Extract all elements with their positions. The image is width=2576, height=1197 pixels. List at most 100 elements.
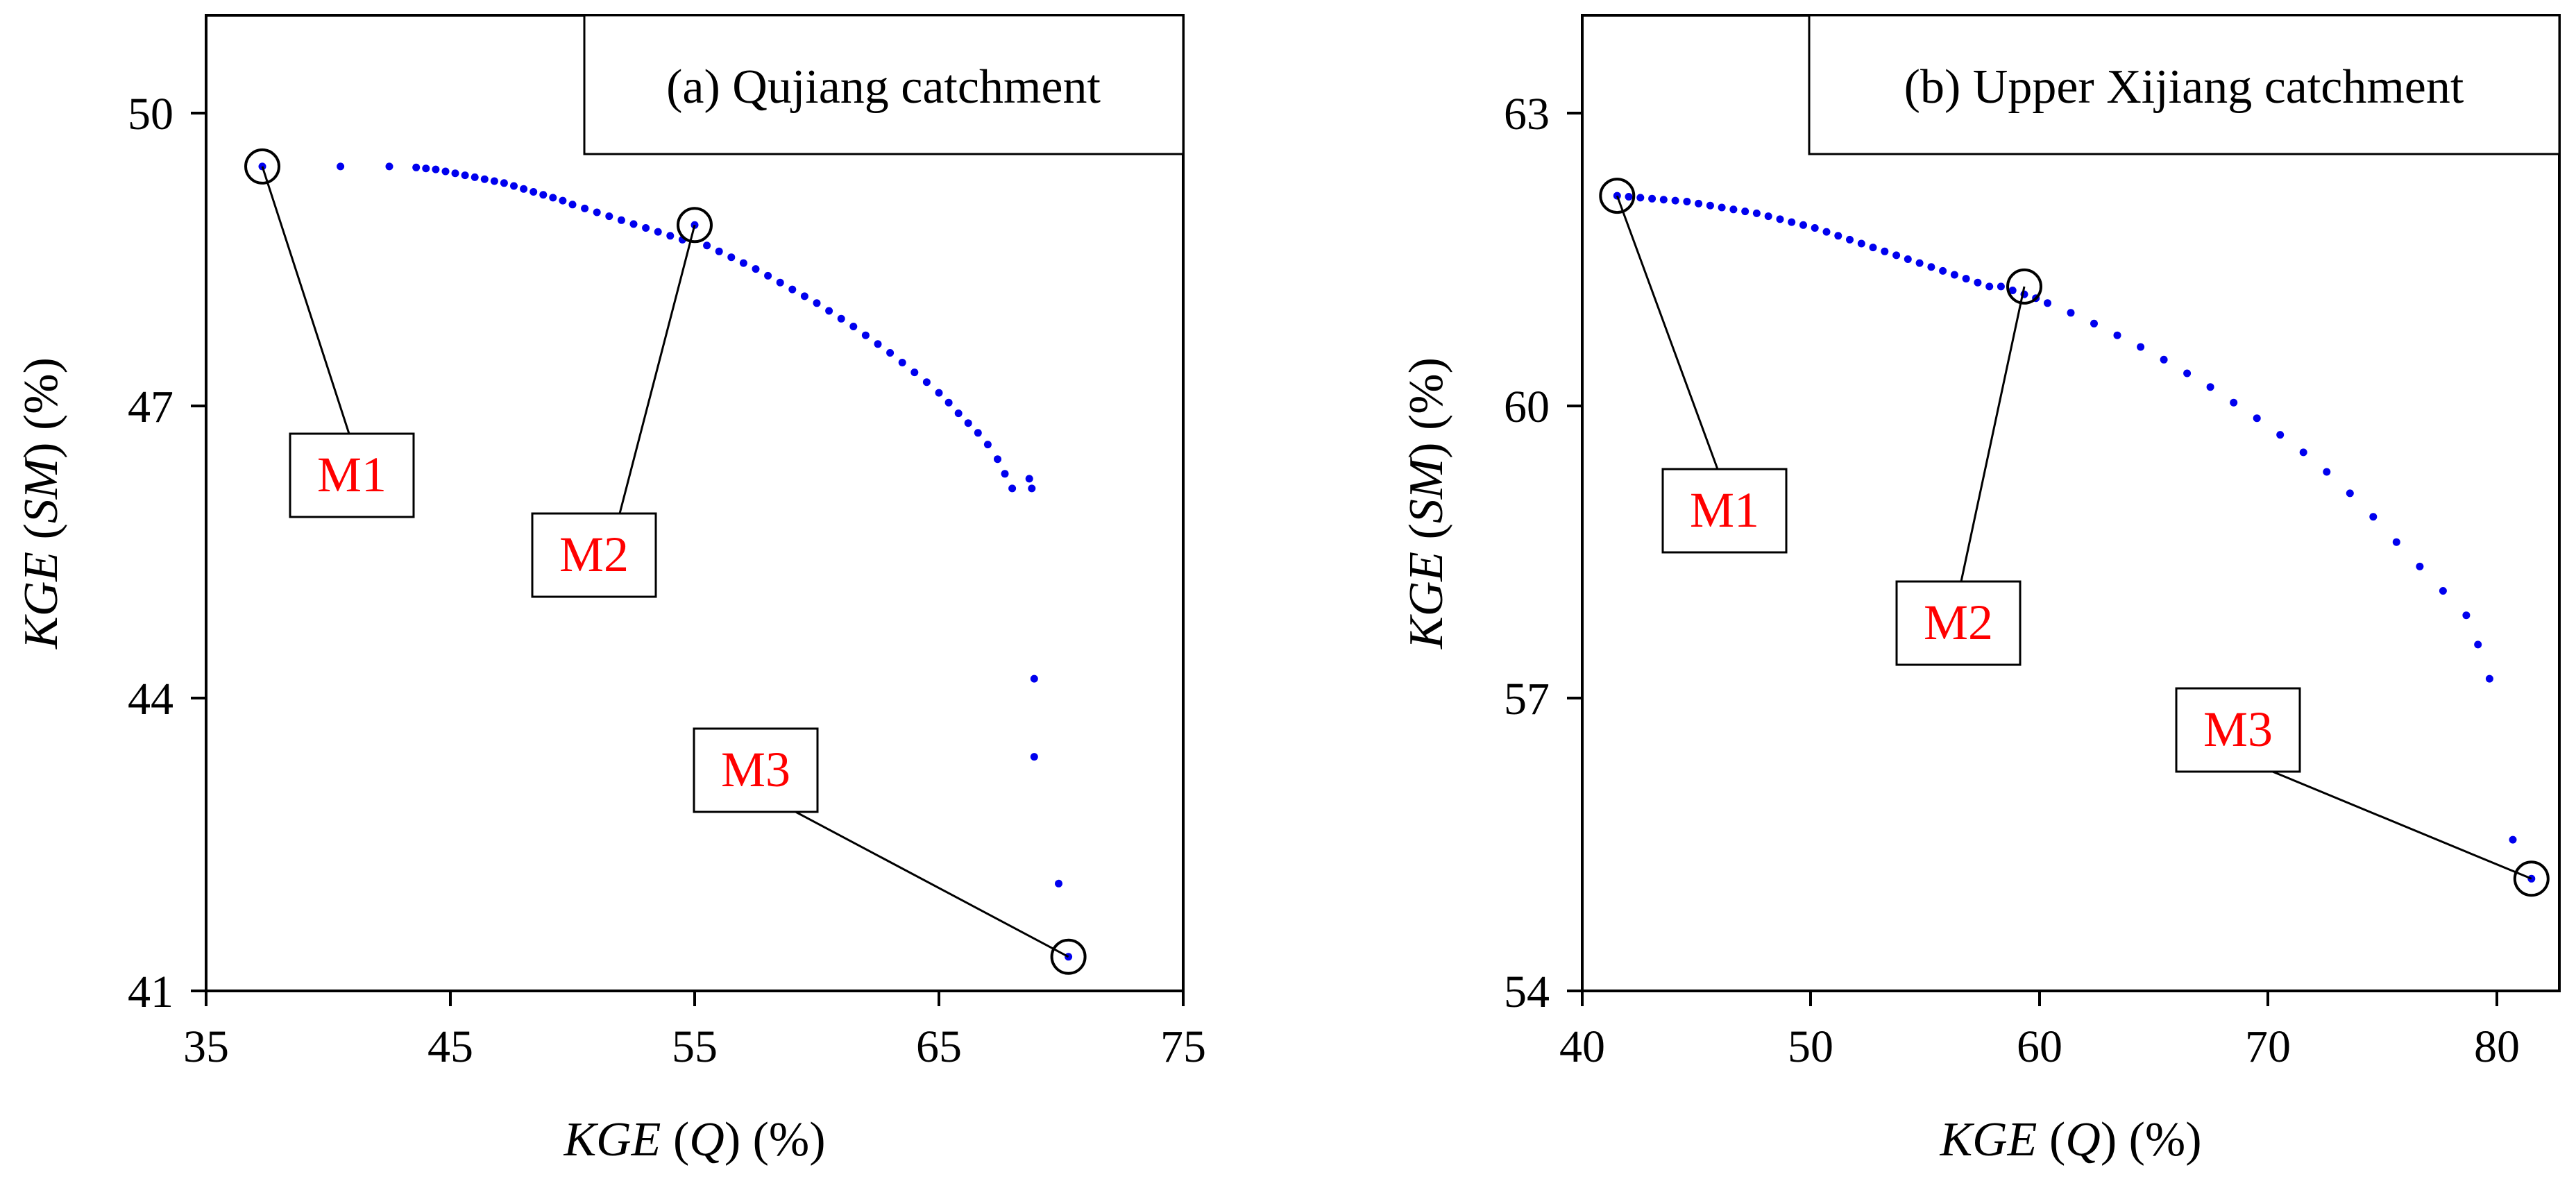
- data-point-b-34: [2008, 287, 2017, 294]
- data-point-a-39: [813, 299, 821, 307]
- data-point-a-50: [944, 398, 953, 407]
- panel-title-b: (b) Upper Xijiang catchment: [1904, 60, 2464, 114]
- data-point-b-38: [2067, 309, 2075, 317]
- data-point-a-53: [974, 429, 982, 437]
- data-point-a-62: [1055, 879, 1062, 888]
- data-point-b-53: [2416, 562, 2424, 570]
- x-tick-label-a-0: 35: [183, 1021, 229, 1072]
- data-point-a-61: [1030, 753, 1038, 761]
- data-point-b-11: [1741, 207, 1749, 216]
- x-axis-title-b: KGE (Q) (%): [1939, 1113, 2201, 1166]
- label-box-m2-b: [1895, 580, 2022, 666]
- data-point-b-15: [1788, 218, 1796, 226]
- data-point-b-40: [2113, 331, 2121, 339]
- data-point-a-31: [715, 247, 723, 255]
- data-point-b-25: [1904, 255, 1912, 263]
- x-tick-label-b-0: 40: [1559, 1021, 1605, 1072]
- y-tick-label-b-3: 63: [1504, 89, 1550, 139]
- data-point-b-48: [2299, 448, 2307, 457]
- scatter-series-b: [1613, 192, 2536, 883]
- y-axis-title-a: KGE (SM) (%): [15, 357, 68, 650]
- data-point-a-18: [559, 196, 567, 205]
- data-point-a-56: [1001, 470, 1009, 478]
- highlight-ring-m1-a: [244, 148, 280, 185]
- x-tick-label-b-2: 60: [2017, 1021, 2062, 1072]
- data-point-b-12: [1752, 209, 1761, 217]
- data-point-a-41: [837, 314, 845, 323]
- data-point-b-52: [2392, 538, 2400, 546]
- data-point-b-6: [1683, 198, 1691, 205]
- data-point-b-41: [2137, 343, 2145, 351]
- data-point-b-27: [1927, 263, 1935, 271]
- y-tick-label-a-1: 44: [128, 674, 173, 724]
- data-point-b-49: [2323, 468, 2331, 476]
- data-point-b-51: [2369, 513, 2378, 521]
- highlight-ring-m3-a: [1050, 938, 1087, 975]
- data-point-a-37: [788, 285, 797, 294]
- data-point-a-17: [549, 194, 557, 202]
- y-axis-b: 54 57 60 63: [1504, 89, 1582, 1017]
- title-box-b: [1808, 14, 2561, 155]
- data-point-a-30: [703, 241, 711, 250]
- data-point-a-45: [886, 349, 895, 357]
- label-m2-a: M2: [559, 527, 629, 582]
- y-axis-a: 41 44 47 50: [128, 89, 206, 1017]
- callout-m1-b: M1: [1599, 178, 1788, 554]
- y-axis-title-b: KGE (SM) (%): [1400, 357, 1453, 650]
- data-point-b-7: [1695, 199, 1703, 207]
- data-point-b-42: [2160, 355, 2168, 364]
- x-tick-label-b-1: 50: [1788, 1021, 1833, 1072]
- data-point-a-6: [441, 167, 450, 176]
- data-point-a-3: [412, 163, 421, 171]
- data-point-b-29: [1950, 271, 1958, 279]
- data-point-a-24: [629, 220, 638, 228]
- label-box-m2-a: [531, 512, 657, 598]
- leader-line-m3-b: [2269, 769, 2532, 880]
- label-box-m1-b: [1661, 468, 1788, 554]
- data-point-b-31: [1974, 278, 1982, 287]
- panel-b: (b) Upper Xijiang catchment 40 50 60 70 …: [1400, 14, 2561, 1166]
- data-point-a-7: [451, 169, 459, 178]
- data-point-b-54: [2439, 587, 2447, 595]
- data-point-b-33: [1997, 282, 2005, 291]
- x-axis-title-a: KGE (Q) (%): [563, 1113, 825, 1166]
- callout-m2-b: M2: [1895, 268, 2042, 666]
- data-point-a-44: [874, 340, 882, 348]
- data-point-b-46: [2253, 414, 2261, 423]
- data-point-a-1: [337, 162, 345, 171]
- data-point-a-16: [539, 191, 548, 199]
- data-point-a-32: [727, 253, 736, 262]
- data-point-b-21: [1857, 239, 1865, 248]
- data-point-a-60: [1030, 674, 1038, 683]
- data-point-b-45: [2230, 398, 2238, 407]
- data-point-a-43: [861, 331, 870, 339]
- data-point-a-12: [500, 179, 508, 187]
- data-point-a-4: [422, 164, 430, 173]
- leader-line-m3-a: [788, 807, 1069, 958]
- data-point-b-19: [1834, 232, 1842, 240]
- data-point-a-57: [1008, 484, 1017, 493]
- leader-line-m1-b: [1616, 195, 1719, 470]
- data-point-a-15: [529, 188, 538, 196]
- y-tick-label-b-1: 57: [1504, 674, 1550, 724]
- data-point-a-51: [954, 409, 963, 418]
- data-point-a-42: [849, 323, 858, 330]
- data-point-b-24: [1892, 251, 1901, 260]
- highlight-ring-m2-a: [677, 207, 713, 244]
- x-tick-label-a-1: 45: [427, 1021, 473, 1072]
- y-tick-label-a-2: 47: [128, 382, 173, 432]
- data-point-b-37: [2044, 299, 2051, 307]
- data-point-b-18: [1822, 228, 1831, 236]
- label-box-m3-b: [2175, 687, 2301, 773]
- label-m3-b: M3: [2203, 702, 2273, 757]
- data-point-b-17: [1811, 224, 1819, 232]
- data-point-a-23: [617, 216, 625, 224]
- data-point-a-40: [825, 307, 833, 315]
- leader-line-m1-a: [261, 166, 350, 434]
- data-point-a-19: [568, 201, 577, 209]
- label-m2-b: M2: [1924, 595, 1993, 650]
- y-tick-label-a-0: 41: [128, 967, 173, 1017]
- data-point-b-47: [2276, 431, 2285, 439]
- x-axis-a: 35 45 55 65 75: [183, 991, 1206, 1072]
